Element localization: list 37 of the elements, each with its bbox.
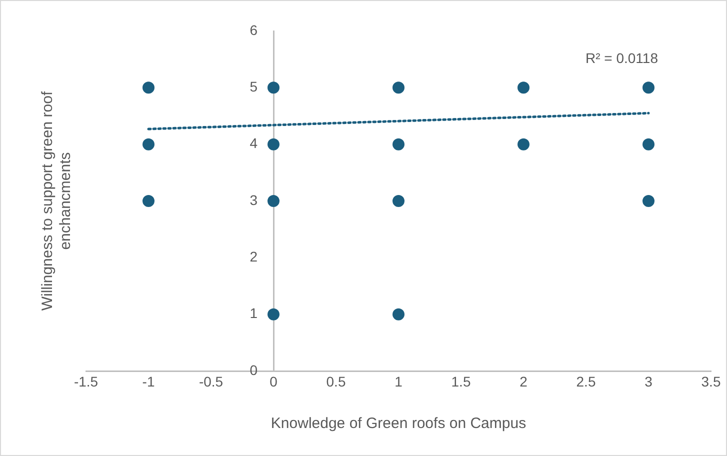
x-tick-label: 0 <box>270 373 278 390</box>
y-tick-label: 0 <box>250 362 258 378</box>
y-tick-label: 2 <box>250 248 258 265</box>
y-tick-label: 6 <box>250 22 258 38</box>
point <box>518 82 530 94</box>
point <box>518 138 530 150</box>
y-axis-title: Willingness to support green roof enchancments <box>39 90 75 313</box>
x-axis-title: Knowledge of Green roofs on Campus <box>270 415 526 432</box>
x-tick-label: 1 <box>394 373 403 390</box>
point <box>142 138 154 150</box>
y-tick-label: 3 <box>250 192 258 208</box>
point <box>392 195 404 207</box>
point <box>142 195 154 207</box>
point <box>642 82 654 94</box>
annotation: R² = 0.0118 <box>585 50 658 66</box>
point <box>392 138 404 150</box>
x-tick-label: 3 <box>644 373 653 390</box>
point <box>392 82 404 94</box>
y-tick-label: 5 <box>250 78 258 95</box>
x-tick-label: -0.5 <box>198 373 224 390</box>
y-tick-label: 4 <box>250 135 258 152</box>
point <box>642 195 654 207</box>
x-tick-label: -1.5 <box>74 373 98 390</box>
point <box>268 308 280 320</box>
x-tick-label: 3.5 <box>701 373 721 390</box>
x-tick-label: 2.5 <box>576 373 596 390</box>
y-tick-label: 1 <box>250 305 258 322</box>
x-tick-label: 1.5 <box>451 373 471 390</box>
point <box>392 308 404 320</box>
point <box>642 138 654 150</box>
point <box>268 195 280 207</box>
point <box>142 82 154 94</box>
x-tick-label: 2 <box>520 373 528 390</box>
x-tick-label: -1 <box>142 373 155 390</box>
point <box>268 138 280 150</box>
point <box>268 82 280 94</box>
x-tick-label: 0.5 <box>326 373 346 390</box>
